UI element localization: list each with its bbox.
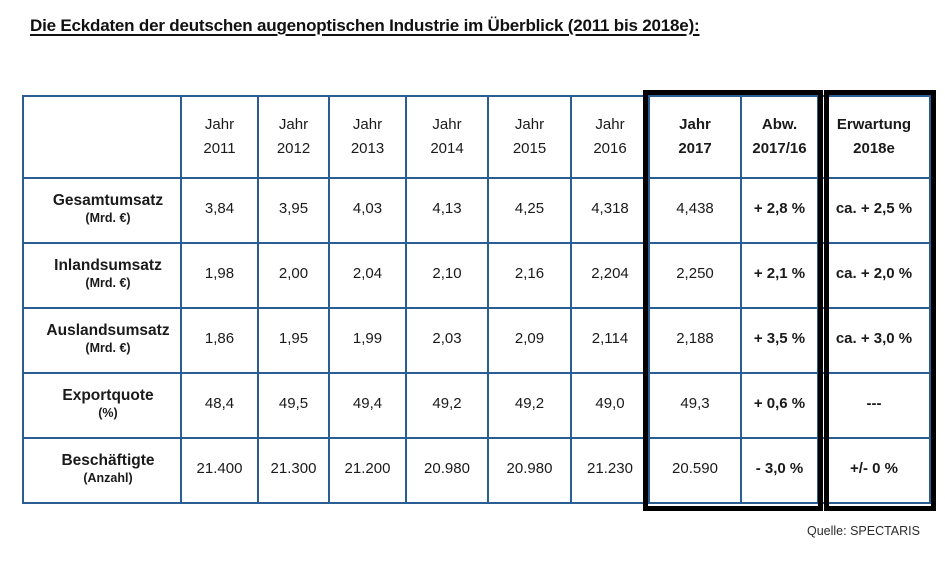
table-cell: 4,438 — [648, 177, 742, 244]
table-cell: 21.200 — [328, 437, 407, 504]
table-cell: 1,86 — [180, 307, 259, 374]
table-row-inlandsumsatz: Inlandsumsatz (Mrd. €) 1,98 2,00 2,04 2,1… — [22, 242, 931, 309]
table-cell-erwartung: ca. + 2,0 % — [817, 242, 931, 309]
header-line1: Jahr — [432, 116, 462, 133]
header-line1: Jahr — [278, 116, 309, 133]
table-cell: 49,0 — [570, 372, 650, 439]
table-cell: 21.400 — [180, 437, 259, 504]
table-cell: 49,5 — [257, 372, 330, 439]
table-cell: 2,03 — [405, 307, 489, 374]
table-cell-abw: + 3,5 % — [740, 307, 819, 374]
table-cell: 49,2 — [487, 372, 572, 439]
header-cell-jahr-2011: Jahr 2011 — [180, 95, 259, 179]
table-row-gesamtumsatz: Gesamtumsatz (Mrd. €) 3,84 3,95 4,03 4,13… — [22, 177, 931, 244]
table-cell: 49,4 — [328, 372, 407, 439]
table-cell: 1,99 — [328, 307, 407, 374]
table-row-exportquote: Exportquote (%) 48,4 49,5 49,4 49,2 49,2 … — [22, 372, 931, 439]
table-cell: 2,16 — [487, 242, 572, 309]
table-cell-erwartung: +/- 0 % — [817, 437, 931, 504]
row-unit: (Mrd. €) — [85, 275, 131, 290]
table-row-beschaeftigte: Beschäftigte (Anzahl) 21.400 21.300 21.20… — [22, 437, 931, 504]
header-line1: Jahr — [679, 116, 711, 133]
header-line1: Erwartung — [836, 116, 912, 133]
table-row-auslandsumsatz: Auslandsumsatz (Mrd. €) 1,86 1,95 1,99 2,… — [22, 307, 931, 374]
header-cell-jahr-2014: Jahr 2014 — [405, 95, 489, 179]
header-cell-jahr-2016: Jahr 2016 — [570, 95, 650, 179]
table-cell-erwartung: ca. + 2,5 % — [817, 177, 931, 244]
header-cell-jahr-2017: Jahr 2017 — [648, 95, 742, 179]
table-cell: 49,3 — [648, 372, 742, 439]
row-unit: (Mrd. €) — [85, 210, 131, 225]
header-line1: Jahr — [352, 116, 383, 133]
header-line2: 2011 — [203, 140, 236, 157]
table-cell: 49,2 — [405, 372, 489, 439]
table-cell-abw: + 0,6 % — [740, 372, 819, 439]
table-cell: 20.590 — [648, 437, 742, 504]
header-line2: 2016 — [593, 140, 627, 157]
table-cell: 21.300 — [257, 437, 330, 504]
table-cell: 3,84 — [180, 177, 259, 244]
table-cell: 1,95 — [257, 307, 330, 374]
header-row: Jahr 2011 Jahr 2012 Jahr 2013 Jahr 2014 Jahr… — [22, 95, 931, 179]
row-label-exportquote: Exportquote (%) — [22, 372, 182, 439]
page-title: Die Eckdaten der deutschen augenoptische… — [30, 16, 700, 35]
header-line2: 2014 — [430, 140, 464, 157]
header-cell-jahr-2015: Jahr 2015 — [487, 95, 572, 179]
row-unit: (Anzahl) — [83, 470, 133, 485]
row-name: Exportquote — [62, 386, 154, 404]
header-line2: 2017/16 — [752, 140, 807, 157]
header-line2: 2018e — [853, 140, 895, 157]
table-cell: 2,10 — [405, 242, 489, 309]
table-cell: 4,13 — [405, 177, 489, 244]
row-label-inlandsumsatz: Inlandsumsatz (Mrd. €) — [22, 242, 182, 309]
table-cell: 20.980 — [405, 437, 489, 504]
header-corner-empty — [22, 95, 182, 179]
row-name: Auslandsumsatz — [46, 321, 170, 339]
header-line2: 2013 — [350, 140, 385, 157]
table-cell: 2,204 — [570, 242, 650, 309]
table-cell: 2,250 — [648, 242, 742, 309]
row-unit: (Mrd. €) — [85, 340, 131, 355]
row-name: Inlandsumsatz — [54, 256, 162, 274]
table-cell: 21.230 — [570, 437, 650, 504]
table-cell: 1,98 — [180, 242, 259, 309]
header-line1: Abw. — [761, 116, 798, 133]
header-line2: 2015 — [512, 140, 547, 157]
header-cell-jahr-2013: Jahr 2013 — [328, 95, 407, 179]
header-line2: 2012 — [276, 140, 311, 157]
row-label-gesamtumsatz: Gesamtumsatz (Mrd. €) — [22, 177, 182, 244]
header-line1: Jahr — [204, 116, 235, 133]
table-cell: 2,09 — [487, 307, 572, 374]
table-cell-erwartung: --- — [817, 372, 931, 439]
row-name: Beschäftigte — [61, 451, 155, 469]
table-cell: 48,4 — [180, 372, 259, 439]
row-unit: (%) — [98, 405, 118, 420]
header-cell-jahr-2012: Jahr 2012 — [257, 95, 330, 179]
eckdaten-table: Jahr 2011 Jahr 2012 Jahr 2013 Jahr 2014 Jahr… — [22, 95, 931, 504]
header-line2: 2017 — [678, 140, 712, 157]
table-cell-abw: + 2,1 % — [740, 242, 819, 309]
table-cell-abw: - 3,0 % — [740, 437, 819, 504]
table-cell: 4,25 — [487, 177, 572, 244]
row-label-auslandsumsatz: Auslandsumsatz (Mrd. €) — [22, 307, 182, 374]
table-cell: 3,95 — [257, 177, 330, 244]
table-cell: 4,03 — [328, 177, 407, 244]
source-note: Quelle: SPECTARIS — [806, 524, 920, 538]
table-cell: 2,04 — [328, 242, 407, 309]
header-cell-abw-2017-16: Abw. 2017/16 — [740, 95, 819, 179]
header-line1: Jahr — [595, 116, 625, 133]
table-cell: 4,318 — [570, 177, 650, 244]
header-cell-erwartung-2018e: Erwartung 2018e — [817, 95, 931, 179]
table-cell: 20.980 — [487, 437, 572, 504]
row-name: Gesamtumsatz — [52, 191, 164, 209]
table-cell: 2,00 — [257, 242, 330, 309]
table-cell-abw: + 2,8 % — [740, 177, 819, 244]
table-cell-erwartung: ca. + 3,0 % — [817, 307, 931, 374]
table-cell: 2,188 — [648, 307, 742, 374]
header-line1: Jahr — [514, 116, 545, 133]
eckdaten-table-container: Jahr 2011 Jahr 2012 Jahr 2013 Jahr 2014 Jahr… — [22, 90, 936, 511]
row-label-beschaeftigte: Beschäftigte (Anzahl) — [22, 437, 182, 504]
table-cell: 2,114 — [570, 307, 650, 374]
